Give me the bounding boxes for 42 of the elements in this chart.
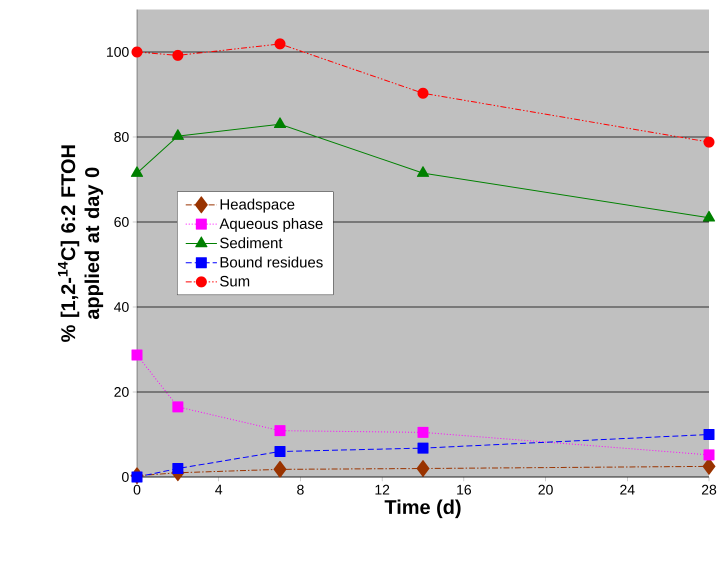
point: [274, 460, 287, 478]
legend-label: Headspace: [220, 198, 294, 213]
y-tick-label: 100: [107, 47, 129, 57]
point: [274, 117, 286, 128]
point: [274, 425, 286, 436]
legend-label: Aqueous phase: [219, 218, 323, 232]
point: [172, 50, 184, 61]
x-tick-label: 4: [215, 484, 222, 494]
point: [172, 129, 184, 140]
x-tick-label: 20: [538, 484, 553, 495]
point: [418, 426, 429, 438]
point: [172, 463, 184, 474]
x-tick-label: 12: [375, 484, 390, 495]
point: [172, 401, 184, 412]
point: [416, 460, 430, 477]
x-tick-label: 8: [297, 484, 304, 495]
legend-label: Sediment: [220, 237, 282, 248]
y-tick-label: 60: [114, 217, 129, 227]
point: [704, 429, 715, 440]
point: [416, 166, 430, 177]
y-tick-label: 40: [114, 302, 129, 312]
legend-label: Sum: [220, 276, 250, 286]
x-tick-label: 24: [620, 484, 635, 495]
y-tick-label: 0: [122, 472, 129, 482]
x-tick-label: 16: [457, 484, 471, 495]
point: [130, 166, 144, 177]
point: [132, 46, 142, 58]
x-tick-label: 0: [134, 484, 140, 495]
point: [274, 38, 286, 50]
point: [418, 88, 429, 99]
point: [704, 136, 715, 148]
point: [702, 210, 716, 222]
x-axis-title: Time (d): [384, 499, 461, 518]
point: [704, 449, 715, 460]
x-tick-label: 28: [702, 484, 716, 495]
point: [132, 472, 142, 482]
y-tick-label: 20: [114, 387, 129, 397]
point: [132, 350, 142, 361]
y-tick-label: 80: [114, 132, 129, 142]
point: [418, 442, 429, 454]
legend-label: Bound residues: [220, 256, 323, 268]
point: [274, 446, 286, 457]
